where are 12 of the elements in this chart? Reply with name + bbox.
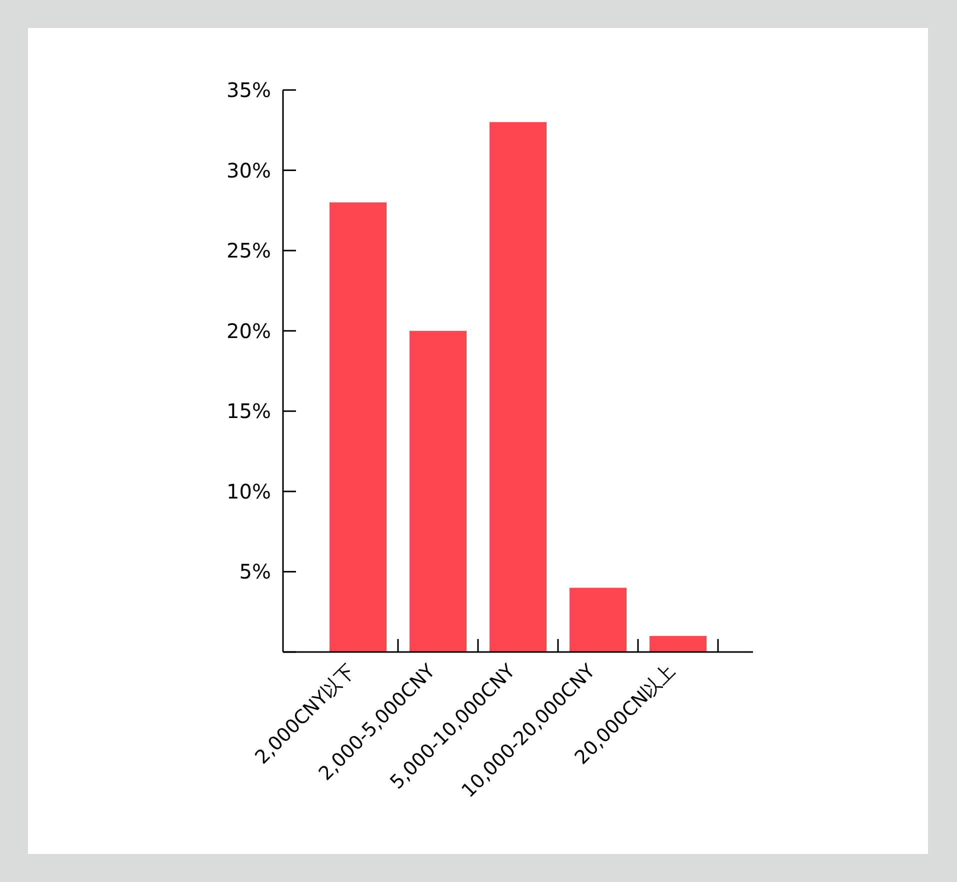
bar: [570, 588, 626, 652]
bar: [490, 122, 546, 652]
y-tick-label: 15%: [226, 399, 271, 424]
y-tick-label: 10%: [226, 479, 271, 504]
y-tick-label: 20%: [226, 318, 271, 343]
y-tick-label: 5%: [239, 560, 271, 584]
bar: [330, 202, 386, 652]
y-tick-label: 25%: [226, 238, 271, 263]
bar: [650, 636, 706, 652]
y-tick-label: 35%: [226, 78, 271, 102]
bar: [410, 330, 466, 652]
y-tick-label: 30%: [226, 158, 271, 182]
